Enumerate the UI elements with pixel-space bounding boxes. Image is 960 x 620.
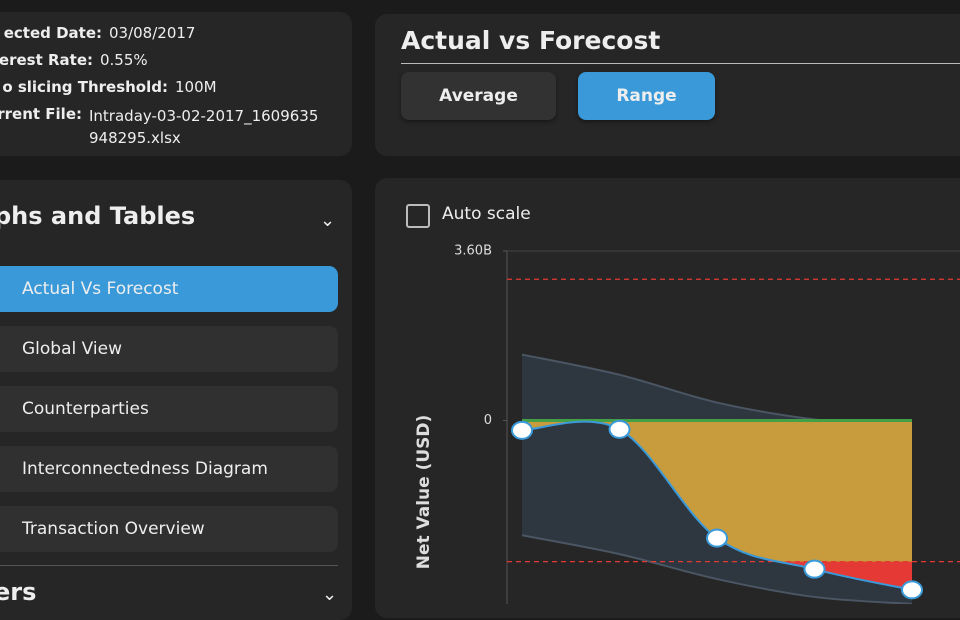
forecast-point <box>803 559 826 579</box>
chevron[interactable]: ⌄ <box>322 584 338 605</box>
checkbox-label: Auto scale <box>442 204 531 224</box>
toggle-button[interactable]: Average <box>401 72 556 120</box>
forecast-point <box>901 580 923 600</box>
forecast-point <box>706 528 728 548</box>
forecast-point <box>608 419 631 439</box>
chevron[interactable]: ⌄ <box>320 210 336 231</box>
nav-item[interactable]: Transaction Overview <box>0 506 338 552</box>
nav-item[interactable]: Global View <box>0 326 338 372</box>
section-title: ers <box>0 578 37 606</box>
checkbox[interactable] <box>406 204 430 228</box>
info-value: 03/08/2017 <box>109 24 196 42</box>
nav-item[interactable]: Counterparties <box>0 386 338 432</box>
info-label: erest Rate: <box>0 51 93 69</box>
y-tick-label: 3.60B <box>454 244 492 259</box>
chart: Net Value (USD) 3.60B 0 <box>414 244 960 604</box>
info-value: Intraday-03-02-2017_1609635948295.xlsx <box>89 107 319 147</box>
nav-item[interactable]: Interconnectedness Diagram <box>0 446 338 492</box>
separator <box>0 565 338 566</box>
info-value: 0.55% <box>100 51 148 69</box>
info-panel: ected Date: 03/08/2017 erest Rate: 0.55% o s… <box>0 12 352 156</box>
info-value: 100M <box>175 78 217 96</box>
forecast-point <box>511 420 533 440</box>
info-label: rrent File: <box>0 105 82 123</box>
y-axis-label: Net Value (USD) <box>414 415 434 570</box>
sidebar-title: phs and Tables <box>0 202 196 230</box>
info-label: o slicing Threshold: <box>2 78 168 96</box>
gap-area <box>522 420 912 590</box>
info-label: ected Date: <box>3 24 102 42</box>
page: ected Date: 03/08/2017 erest Rate: 0.55% o s… <box>0 12 960 620</box>
band-lower <box>521 534 913 604</box>
page-title: Actual vs Forecost <box>401 26 661 55</box>
toggle-button[interactable]: Range <box>578 72 715 120</box>
nav-item[interactable]: Actual Vs Forecost <box>0 266 338 312</box>
y-tick-label: 0 <box>484 413 492 428</box>
title-rule <box>401 63 960 64</box>
